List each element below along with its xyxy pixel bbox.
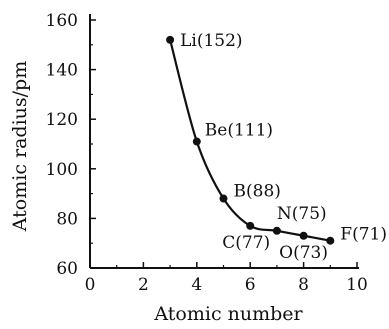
data-label: Be(111) — [205, 121, 273, 141]
y-axis-label: Atomic radius/pm — [9, 61, 31, 232]
y-tick-label: 100 — [46, 160, 78, 180]
data-points — [166, 35, 335, 245]
y-tick-label: 60 — [56, 259, 78, 279]
data-point — [166, 35, 175, 44]
data-point — [246, 221, 255, 230]
y-tick-label: 140 — [46, 61, 78, 81]
x-tick-label: 10 — [346, 275, 368, 295]
data-point — [272, 226, 281, 235]
data-label: Li(152) — [180, 31, 242, 51]
data-label: N(75) — [277, 204, 327, 224]
data-label: F(71) — [340, 225, 387, 245]
data-point — [326, 236, 335, 245]
data-label: C(77) — [222, 233, 270, 253]
x-tick-label: 6 — [245, 275, 256, 295]
y-tick-label: 80 — [56, 209, 78, 229]
x-tick-label: 0 — [85, 275, 96, 295]
axes — [89, 14, 359, 269]
y-tick-label: 120 — [46, 110, 78, 130]
x-ticks: 0 2 4 6 8 10 — [85, 262, 368, 295]
x-tick-label: 8 — [298, 275, 309, 295]
data-point — [192, 137, 201, 146]
data-point — [299, 231, 308, 240]
data-point — [219, 194, 228, 203]
x-tick-label: 4 — [191, 275, 202, 295]
data-label: O(73) — [279, 243, 328, 263]
x-axis-label: Atomic number — [153, 303, 303, 325]
y-tick-label: 160 — [46, 11, 78, 31]
x-tick-label: 2 — [138, 275, 149, 295]
data-labels: Li(152) Be(111) B(88) C(77) N(75) O(73) F(71) — [180, 31, 387, 263]
y-ticks: 60 80 100 120 140 160 — [46, 11, 96, 279]
data-label: B(88) — [234, 182, 281, 202]
